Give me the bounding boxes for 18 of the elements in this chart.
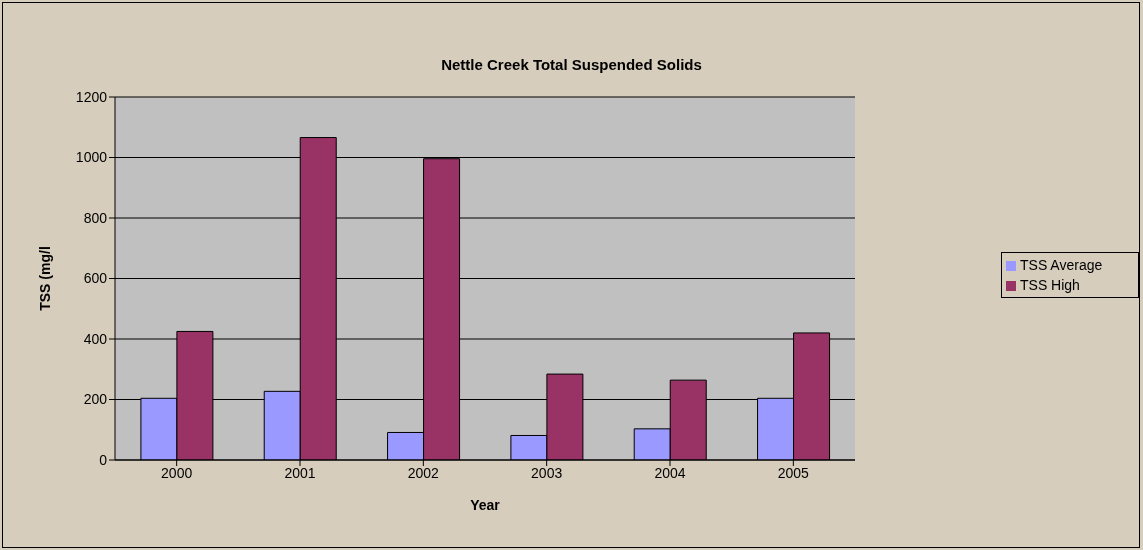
legend-label: TSS High: [1020, 277, 1080, 293]
chart-title: Nettle Creek Total Suspended Solids: [440, 56, 703, 73]
x-tick-label: 2000: [161, 464, 193, 481]
x-tick-label: 2001: [284, 464, 316, 481]
y-tick-label: 1000: [75, 149, 108, 166]
y-axis-title: TSS (mg/l: [36, 246, 53, 311]
x-tick-label: 2004: [654, 464, 686, 481]
x-axis-title: Year: [470, 497, 501, 513]
y-tick-label: 200: [83, 391, 108, 408]
y-tick-label: 600: [83, 270, 108, 287]
y-tick-label: 1200: [75, 88, 108, 105]
x-tick-label: 2005: [777, 464, 810, 481]
y-tick-label: 400: [83, 330, 108, 347]
x-tick-label: 2002: [407, 464, 440, 481]
y-tick-label: 800: [83, 209, 108, 226]
y-tick-label: 0: [99, 451, 108, 468]
legend-label: TSS Average: [1020, 257, 1103, 273]
x-tick-label: 2003: [531, 464, 563, 481]
